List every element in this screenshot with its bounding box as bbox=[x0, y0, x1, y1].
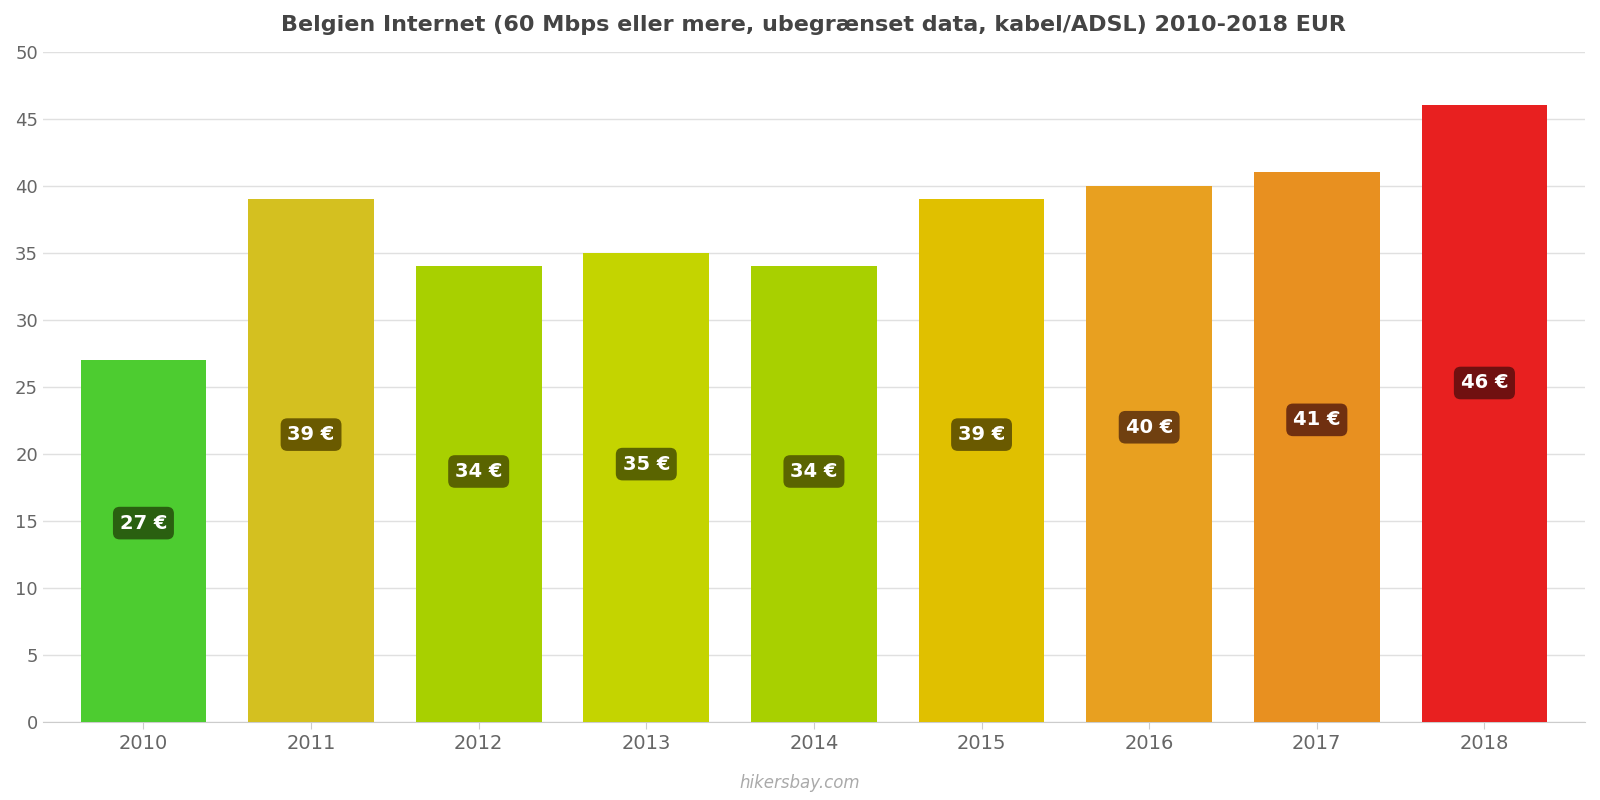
Text: 34 €: 34 € bbox=[790, 462, 838, 481]
Bar bbox=[1254, 173, 1379, 722]
Text: 27 €: 27 € bbox=[120, 514, 166, 533]
Text: 39 €: 39 € bbox=[958, 425, 1005, 444]
Text: 34 €: 34 € bbox=[454, 462, 502, 481]
Bar bbox=[80, 360, 206, 722]
Bar bbox=[1421, 106, 1547, 722]
Bar bbox=[416, 266, 541, 722]
Bar bbox=[584, 253, 709, 722]
Bar bbox=[1086, 186, 1213, 722]
Text: 41 €: 41 € bbox=[1293, 410, 1341, 430]
Text: hikersbay.com: hikersbay.com bbox=[739, 774, 861, 792]
Bar bbox=[918, 199, 1045, 722]
Text: 40 €: 40 € bbox=[1125, 418, 1173, 437]
Text: 39 €: 39 € bbox=[288, 425, 334, 444]
Title: Belgien Internet (60 Mbps eller mere, ubegrænset data, kabel/ADSL) 2010-2018 EUR: Belgien Internet (60 Mbps eller mere, ub… bbox=[282, 15, 1346, 35]
Bar bbox=[750, 266, 877, 722]
Text: 46 €: 46 € bbox=[1461, 374, 1509, 393]
Text: 35 €: 35 € bbox=[622, 454, 670, 474]
Bar bbox=[248, 199, 374, 722]
